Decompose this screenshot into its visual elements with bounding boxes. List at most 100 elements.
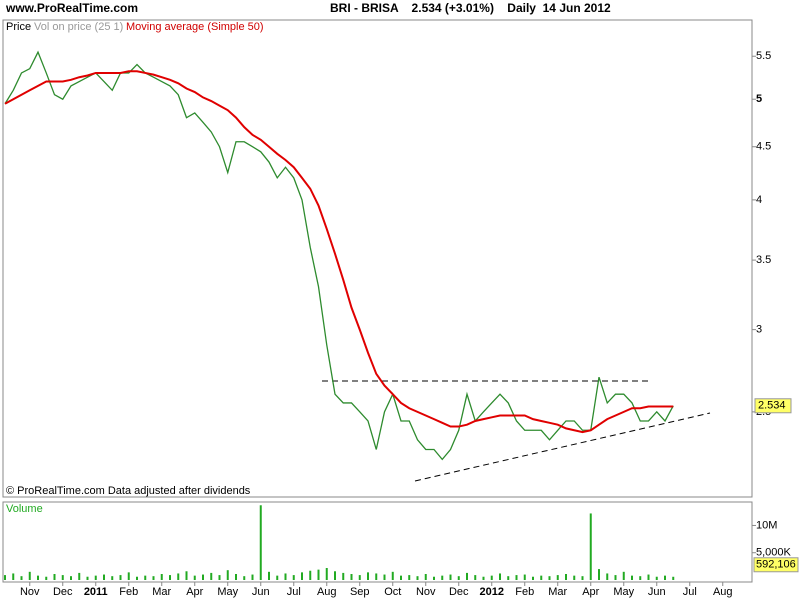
volume-panel: [2, 501, 753, 583]
volume-bar: [301, 572, 303, 580]
volume-bar: [309, 570, 312, 580]
volume-bar: [631, 575, 633, 580]
x-tick-label: Apr: [582, 586, 599, 598]
volume-bar: [78, 572, 81, 580]
volume-bar: [565, 574, 567, 580]
x-tick-label: Oct: [384, 586, 401, 598]
volume-bar: [169, 575, 171, 580]
x-tick-label: 2011: [84, 586, 108, 598]
legend-ma: Moving average (Simple 50): [126, 21, 264, 33]
volume-bar: [548, 576, 551, 580]
volume-bar: [408, 575, 411, 580]
legend-vol-on-price: Vol on price (25 1): [34, 21, 123, 33]
y-tick-label: 5.5: [756, 50, 771, 62]
footer-note: © ProRealTime.com Data adjusted after di…: [6, 485, 251, 497]
volume-bar: [622, 571, 625, 580]
volume-bar: [433, 576, 435, 580]
volume-bar: [28, 571, 31, 580]
volume-bar: [53, 574, 56, 580]
volume-bar: [573, 575, 576, 580]
price-panel: [2, 19, 753, 498]
volume-bar: [94, 575, 97, 580]
header-title: BRI - BRISA 2.534 (+3.01%) Daily 14 Jun …: [330, 1, 611, 15]
volume-bar: [86, 576, 89, 580]
volume-bar: [499, 573, 501, 580]
volume-bar: [466, 572, 468, 580]
x-tick-label: Jun: [252, 586, 270, 598]
volume-bar: [416, 576, 419, 580]
volume-bar: [424, 574, 427, 580]
volume-bar: [251, 574, 254, 580]
x-tick-label: Jun: [648, 586, 666, 598]
volume-bar: [136, 576, 138, 580]
volume-bar: [177, 573, 180, 580]
volume-bar: [210, 572, 213, 580]
volume-bar: [523, 574, 526, 580]
volume-bar: [259, 505, 262, 580]
volume-bar: [639, 576, 642, 580]
volume-bar: [532, 576, 534, 580]
volume-bar: [614, 575, 617, 580]
volume-bar: [647, 574, 650, 580]
volume-bar: [441, 575, 444, 580]
volume-bar: [367, 572, 369, 580]
volume-bar: [276, 575, 279, 580]
y-tick-label: 5: [756, 93, 762, 105]
volume-bar: [350, 574, 353, 580]
support-trendline: [414, 412, 711, 482]
volume-bar: [515, 575, 518, 580]
site-name: www.ProRealTime.com: [5, 1, 138, 15]
volume-bar: [127, 572, 130, 580]
x-tick-label: Aug: [713, 586, 733, 598]
volume-bar: [581, 576, 584, 580]
volume-bar: [457, 576, 460, 580]
volume-bar: [103, 574, 105, 580]
volume-bar: [482, 576, 485, 580]
volume-bar: [202, 574, 204, 580]
volume-bar: [12, 573, 15, 580]
volume-bar: [375, 573, 378, 580]
volume-bar: [243, 576, 246, 580]
volume-bar: [507, 576, 510, 580]
volume-bar: [4, 575, 6, 580]
y-tick-label: 4: [756, 194, 762, 206]
volume-bar: [449, 574, 452, 580]
moving-average-line: [4, 70, 674, 434]
volume-value-label: 592,106: [756, 559, 796, 571]
volume-bar: [185, 571, 188, 580]
volume-bar: [606, 573, 609, 580]
y-tick-label: 3: [756, 324, 762, 336]
volume-bar: [160, 574, 163, 580]
volume-bar: [317, 569, 320, 580]
last-price-label: 2.534: [758, 400, 786, 412]
volume-bar: [292, 575, 295, 580]
x-tick-label: Dec: [449, 586, 469, 598]
legend-volume: Volume: [6, 503, 43, 515]
volume-bar: [474, 575, 477, 580]
x-tick-label: Feb: [119, 586, 138, 598]
x-tick-label: Sep: [350, 586, 370, 598]
x-tick-label: Jul: [683, 586, 697, 598]
volume-bar: [70, 576, 72, 580]
x-tick-label: Nov: [416, 586, 436, 598]
volume-label-box: [753, 557, 799, 573]
volume-bar: [540, 575, 543, 580]
x-tick-label: Feb: [515, 586, 534, 598]
volume-bar: [400, 575, 402, 580]
volume-bar: [655, 576, 658, 580]
volume-bar: [556, 575, 559, 580]
volume-bar: [218, 575, 221, 580]
volume-bar: [391, 571, 394, 580]
volume-bar: [284, 573, 287, 580]
volume-bar: [111, 576, 114, 580]
volume-bar: [226, 570, 229, 580]
volume-bar: [490, 575, 493, 580]
x-tick-label: Aug: [317, 586, 337, 598]
legend-price: Price: [6, 21, 31, 33]
volume-bar: [20, 576, 23, 580]
y-tick-label: 4.5: [756, 141, 771, 153]
volume-bar: [268, 571, 270, 580]
x-tick-label: Jul: [287, 586, 301, 598]
volume-bar: [358, 575, 361, 580]
